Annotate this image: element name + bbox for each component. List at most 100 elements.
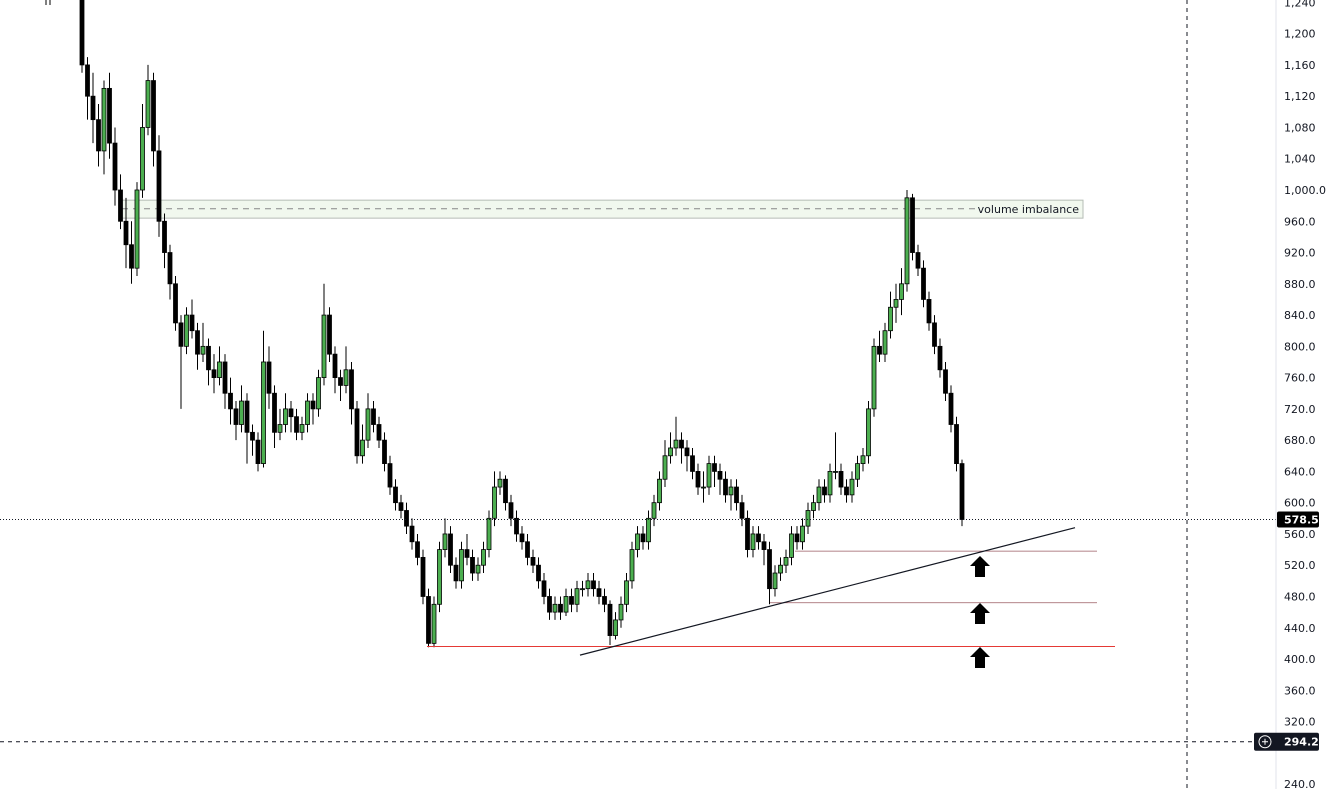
candle[interactable] bbox=[277, 408, 283, 441]
candle[interactable] bbox=[288, 401, 294, 433]
candle[interactable] bbox=[585, 573, 591, 597]
candle[interactable] bbox=[948, 385, 954, 433]
candle[interactable] bbox=[195, 322, 200, 370]
candle[interactable] bbox=[646, 510, 651, 550]
candle[interactable] bbox=[536, 557, 541, 589]
candle[interactable] bbox=[79, 0, 85, 73]
candle[interactable] bbox=[937, 338, 943, 378]
candle[interactable] bbox=[233, 401, 239, 441]
candle[interactable] bbox=[222, 354, 228, 409]
candle[interactable] bbox=[783, 549, 789, 574]
candle[interactable] bbox=[470, 549, 475, 581]
candle[interactable] bbox=[657, 471, 662, 511]
candle[interactable] bbox=[239, 385, 244, 433]
candle[interactable] bbox=[750, 526, 756, 558]
candle[interactable] bbox=[244, 393, 250, 464]
candle[interactable] bbox=[294, 408, 299, 441]
candle[interactable] bbox=[261, 330, 266, 468]
candle[interactable] bbox=[272, 385, 277, 448]
candle[interactable] bbox=[877, 330, 882, 362]
candle[interactable] bbox=[129, 221, 134, 284]
candle[interactable] bbox=[607, 600, 613, 645]
candle[interactable] bbox=[376, 416, 382, 448]
candle[interactable] bbox=[651, 494, 657, 527]
candle[interactable] bbox=[167, 244, 173, 300]
candle[interactable] bbox=[382, 432, 387, 472]
candle[interactable] bbox=[613, 612, 618, 640]
candle[interactable] bbox=[442, 518, 448, 558]
candle[interactable] bbox=[162, 213, 167, 269]
candle[interactable] bbox=[866, 401, 871, 464]
candle[interactable] bbox=[101, 80, 107, 175]
candle[interactable] bbox=[822, 479, 827, 503]
candle[interactable] bbox=[921, 260, 926, 308]
candle[interactable] bbox=[541, 573, 547, 605]
trendline[interactable] bbox=[579, 527, 1076, 656]
candle[interactable] bbox=[943, 361, 948, 402]
candle[interactable] bbox=[118, 174, 123, 230]
candle[interactable] bbox=[712, 455, 717, 488]
candle[interactable] bbox=[596, 580, 602, 605]
candle[interactable] bbox=[580, 580, 585, 597]
candle[interactable] bbox=[662, 440, 668, 488]
candle[interactable] bbox=[569, 588, 574, 613]
candle[interactable] bbox=[283, 393, 288, 433]
candle[interactable] bbox=[723, 471, 728, 503]
candle[interactable] bbox=[173, 275, 178, 331]
candle[interactable] bbox=[827, 463, 833, 503]
candle[interactable] bbox=[800, 518, 805, 550]
candle[interactable] bbox=[756, 526, 761, 550]
candle[interactable] bbox=[387, 455, 393, 495]
candle[interactable] bbox=[508, 494, 514, 527]
candle[interactable] bbox=[563, 588, 569, 617]
candle[interactable] bbox=[266, 346, 272, 409]
candle[interactable] bbox=[404, 502, 409, 534]
candle[interactable] bbox=[107, 72, 112, 159]
candle[interactable] bbox=[96, 104, 101, 167]
candle[interactable] bbox=[123, 197, 129, 269]
candle[interactable] bbox=[90, 72, 96, 144]
candle[interactable] bbox=[816, 479, 822, 511]
candle[interactable] bbox=[85, 57, 90, 120]
candle[interactable] bbox=[217, 346, 222, 386]
candle[interactable] bbox=[327, 307, 332, 362]
candle[interactable] bbox=[305, 393, 310, 433]
candle[interactable] bbox=[316, 369, 321, 417]
candle[interactable] bbox=[151, 72, 156, 167]
candle[interactable] bbox=[525, 533, 530, 566]
candle[interactable] bbox=[360, 424, 365, 464]
candle[interactable] bbox=[602, 588, 607, 613]
candle[interactable] bbox=[112, 127, 118, 206]
arrow-up-icon[interactable] bbox=[970, 603, 990, 624]
candle[interactable] bbox=[321, 283, 327, 386]
candle[interactable] bbox=[415, 533, 420, 566]
candle[interactable] bbox=[635, 526, 640, 558]
candle[interactable] bbox=[805, 502, 811, 534]
candle[interactable] bbox=[200, 322, 206, 362]
candle[interactable] bbox=[893, 283, 899, 323]
candle[interactable] bbox=[679, 432, 684, 464]
candle[interactable] bbox=[844, 479, 849, 503]
candle[interactable] bbox=[255, 432, 261, 472]
candle[interactable] bbox=[459, 541, 464, 589]
candle[interactable] bbox=[409, 518, 415, 550]
candle[interactable] bbox=[475, 557, 481, 581]
candle[interactable] bbox=[745, 510, 750, 558]
candle[interactable] bbox=[398, 494, 404, 519]
candle[interactable] bbox=[250, 424, 255, 456]
candle[interactable] bbox=[701, 471, 706, 503]
candle[interactable] bbox=[464, 533, 470, 566]
candle[interactable] bbox=[926, 291, 932, 331]
plus-circle-icon[interactable] bbox=[1258, 735, 1272, 749]
price-axis[interactable]: 1,240 1,200 1,160 1,120 1,080 1,040 1,000.0 960… bbox=[1254, 0, 1330, 789]
candle[interactable] bbox=[772, 565, 778, 597]
candle[interactable] bbox=[888, 291, 893, 339]
candle[interactable] bbox=[481, 541, 486, 574]
candle[interactable] bbox=[838, 463, 844, 495]
candle[interactable] bbox=[178, 315, 184, 409]
candle[interactable] bbox=[624, 573, 629, 613]
candle[interactable] bbox=[833, 432, 838, 480]
candle[interactable] bbox=[492, 471, 497, 527]
candle[interactable] bbox=[717, 463, 723, 495]
candle[interactable] bbox=[767, 541, 772, 605]
